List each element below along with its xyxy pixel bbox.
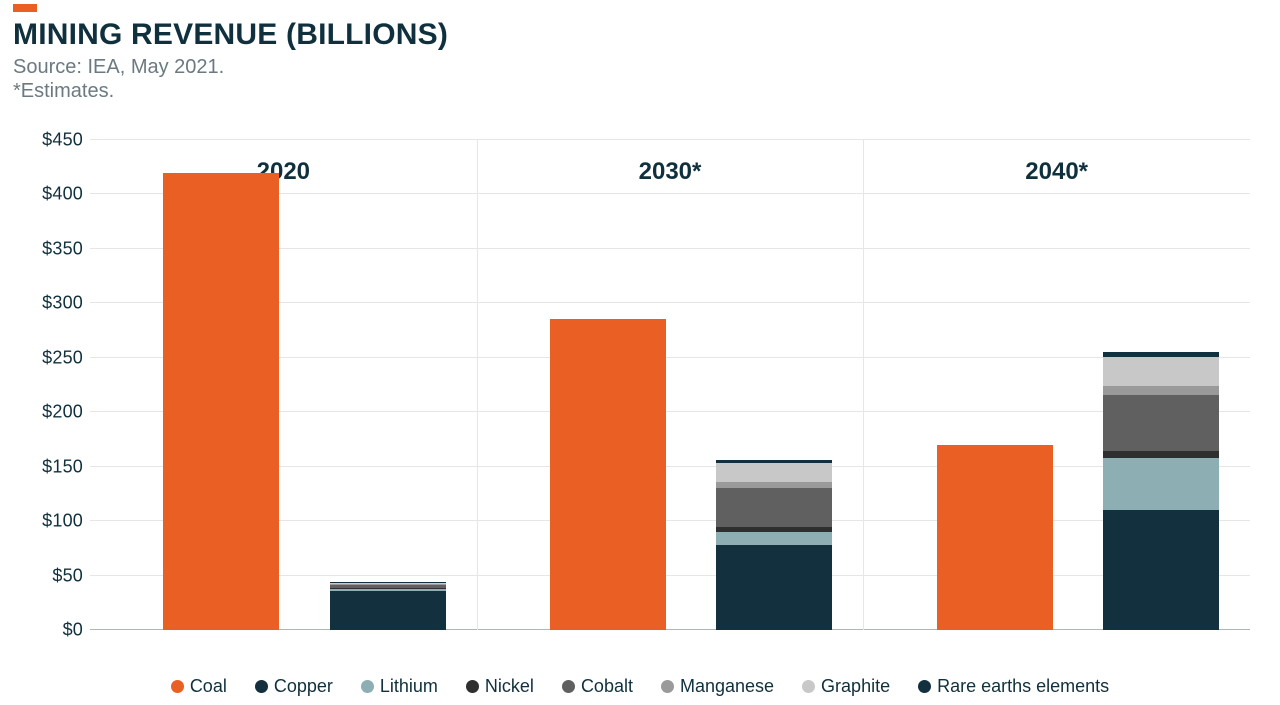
bar-segment-ree	[716, 460, 832, 463]
legend-item-cobalt: Cobalt	[562, 676, 633, 697]
legend-item-manganese: Manganese	[661, 676, 774, 697]
bar-segment-cobalt	[716, 488, 832, 526]
bar-segment-ree	[330, 582, 446, 583]
bar	[550, 140, 666, 630]
y-axis-label: $350	[35, 238, 83, 259]
bar-segment-nickel	[330, 588, 446, 589]
legend-swatch-manganese	[661, 680, 674, 693]
legend-label: Copper	[274, 676, 333, 696]
bar-segment-coal	[163, 173, 279, 630]
legend-item-coal: Coal	[171, 676, 227, 697]
y-axis-label: $450	[35, 130, 83, 151]
bar-segment-graphite	[716, 463, 832, 482]
group-separator	[863, 140, 864, 630]
bar	[1103, 140, 1219, 630]
bar-segment-manganese	[716, 482, 832, 489]
bar-segment-coal	[937, 445, 1053, 630]
legend-swatch-cobalt	[562, 680, 575, 693]
legend-item-lithium: Lithium	[361, 676, 438, 697]
legend-label: Lithium	[380, 676, 438, 696]
legend-swatch-coal	[171, 680, 184, 693]
legend-item-ree: Rare earths elements	[918, 676, 1109, 697]
accent-bar	[13, 4, 37, 12]
bar-segment-manganese	[330, 584, 446, 585]
y-axis-label: $300	[35, 293, 83, 314]
legend-label: Graphite	[821, 676, 890, 696]
bar-segment-manganese	[1103, 386, 1219, 395]
y-axis-label: $100	[35, 511, 83, 532]
bar	[716, 140, 832, 630]
y-axis-label: $0	[35, 620, 83, 641]
bar-segment-lithium	[716, 532, 832, 545]
bar-segment-coal	[550, 319, 666, 630]
legend-swatch-lithium	[361, 680, 374, 693]
y-axis-label: $200	[35, 402, 83, 423]
legend-item-nickel: Nickel	[466, 676, 534, 697]
legend-label: Cobalt	[581, 676, 633, 696]
y-axis-label: $50	[35, 565, 83, 586]
bar-segment-nickel	[1103, 451, 1219, 458]
chart-area: 20202030*2040* $0$50$100$150$200$250$300…	[35, 140, 1250, 630]
legend-label: Coal	[190, 676, 227, 696]
bar-segment-lithium	[1103, 458, 1219, 510]
chart-title: MINING REVENUE (BILLIONS)	[13, 18, 448, 52]
bar-segment-lithium	[330, 589, 446, 591]
group-separator	[477, 140, 478, 630]
bar-segment-cobalt	[1103, 395, 1219, 452]
plot-area: 20202030*2040*	[90, 140, 1250, 630]
legend-swatch-ree	[918, 680, 931, 693]
bar-segment-cobalt	[330, 585, 446, 587]
y-axis-label: $250	[35, 347, 83, 368]
bar-segment-ree	[1103, 352, 1219, 356]
bar-segment-copper	[330, 591, 446, 630]
legend-item-copper: Copper	[255, 676, 333, 697]
bar-segment-copper	[716, 545, 832, 630]
bar	[330, 140, 446, 630]
legend-swatch-nickel	[466, 680, 479, 693]
bar-segment-graphite	[1103, 357, 1219, 386]
legend-swatch-graphite	[802, 680, 815, 693]
y-axis-label: $150	[35, 456, 83, 477]
y-axis-label: $400	[35, 184, 83, 205]
bar	[937, 140, 1053, 630]
chart-subnote: *Estimates.	[13, 80, 114, 103]
bar-segment-copper	[1103, 510, 1219, 630]
legend-item-graphite: Graphite	[802, 676, 890, 697]
legend-label: Manganese	[680, 676, 774, 696]
chart-subtitle: Source: IEA, May 2021.	[13, 56, 224, 79]
legend-label: Nickel	[485, 676, 534, 696]
legend: Coal Copper Lithium Nickel Cobalt Manganese Gr…	[0, 676, 1280, 697]
bar-segment-nickel	[716, 527, 832, 532]
bar	[163, 140, 279, 630]
legend-label: Rare earths elements	[937, 676, 1109, 696]
bar-segment-graphite	[330, 583, 446, 584]
legend-swatch-copper	[255, 680, 268, 693]
